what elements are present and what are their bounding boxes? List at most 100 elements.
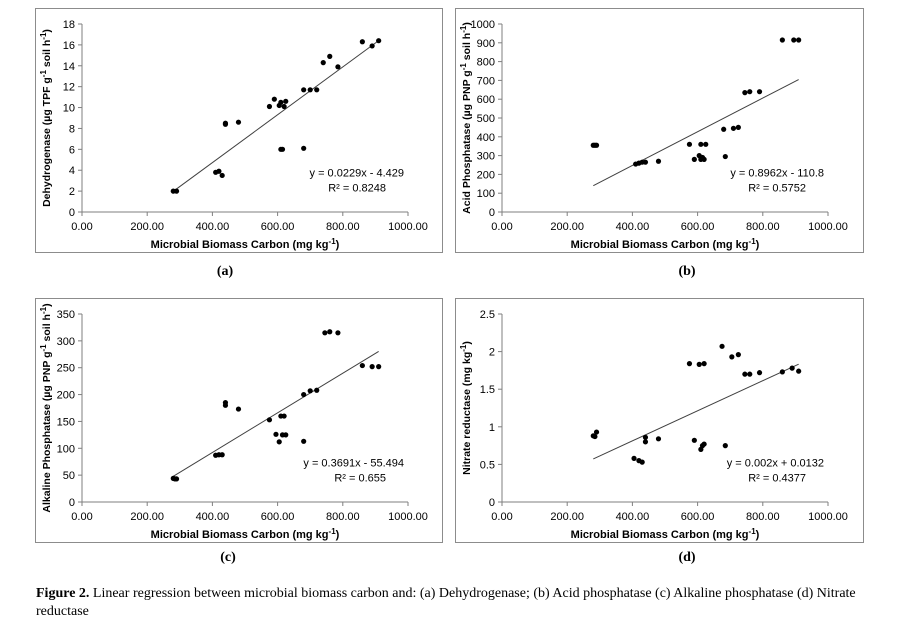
y-tick-label: 250 (57, 363, 75, 375)
data-point (283, 98, 289, 104)
data-point (747, 89, 753, 95)
data-point (359, 362, 365, 369)
data-point (701, 156, 707, 162)
y-tick-label: 1.5 (480, 384, 495, 396)
data-point (642, 439, 649, 445)
data-point (369, 43, 375, 49)
x-tick-label: 600.00 (681, 511, 715, 523)
data-point (322, 330, 328, 336)
data-point (722, 153, 728, 160)
trendline (173, 350, 379, 477)
trendline (593, 79, 799, 187)
y-tick-label: 700 (477, 75, 495, 87)
data-point (307, 388, 313, 394)
data-point (691, 437, 697, 443)
x-tick-label: 400.00 (616, 221, 650, 233)
x-tick-label: 600.00 (261, 511, 295, 523)
r-squared-label: R² = 0.655 (334, 472, 386, 484)
data-point (735, 124, 741, 130)
x-tick-label: 200.00 (550, 221, 584, 233)
data-point (593, 142, 600, 148)
data-point (729, 354, 735, 360)
x-tick-label: 200.00 (130, 511, 164, 523)
x-tick-label: 800.00 (746, 221, 780, 233)
data-point (686, 361, 693, 367)
data-point (281, 103, 287, 110)
y-tick-label: 16 (63, 40, 75, 52)
data-point (779, 369, 785, 375)
data-point (719, 343, 725, 349)
caption-text: Linear regression between microbial biom… (36, 586, 856, 619)
x-axis-title: Microbial Biomass Carbon (mg kg-1) (151, 527, 340, 542)
regression-equation: y = 0.3691x - 55.494 (303, 457, 404, 469)
data-point (219, 172, 225, 179)
data-point (216, 168, 222, 174)
data-point (639, 459, 645, 465)
y-tick-label: 18 (63, 19, 75, 31)
data-point (173, 476, 180, 482)
x-tick-label: 400.00 (616, 511, 650, 523)
y-tick-label: 0 (69, 207, 75, 219)
data-point (796, 37, 802, 43)
chart-c-svg: 0 50 100 150 200 250 300 350 0.00 200.00 400.00 600… (39, 303, 428, 542)
data-point (271, 96, 277, 102)
data-point (301, 438, 307, 444)
data-point (376, 364, 382, 370)
data-point (369, 364, 375, 370)
data-point (279, 146, 286, 152)
data-point (281, 413, 287, 419)
data-point (376, 38, 382, 44)
data-point (301, 87, 307, 93)
x-tick-label: 800.00 (326, 221, 360, 233)
x-tick-label: 1000.00 (808, 511, 848, 523)
y-tick-label: 400 (477, 132, 495, 144)
y-tick-label: 150 (57, 416, 75, 428)
y-tick-label: 1000 (471, 19, 495, 31)
x-tick-label: 0.00 (491, 221, 512, 233)
x-tick-label: 0.00 (71, 511, 92, 523)
x-tick-label: 800.00 (326, 511, 360, 523)
y-axis-title: Nitrate reductase (mg kg-1) (459, 341, 474, 475)
y-tick-label: 0.5 (480, 459, 495, 471)
panel-label-d: (d) (678, 550, 696, 565)
y-tick-label: 12 (63, 82, 75, 94)
x-axis-title: Microbial Biomass Carbon (mg kg-1) (571, 527, 760, 542)
data-point (320, 60, 326, 66)
y-tick-label: 200 (57, 390, 75, 402)
x-axis-title: Microbial Biomass Carbon (mg kg-1) (151, 237, 340, 252)
y-tick-label: 50 (63, 470, 75, 482)
y-tick-label: 900 (477, 38, 495, 50)
chart-panel-d: 0 0.5 1 1.5 2 2.5 0.00 200.00 400.00 600.00 800.00… (455, 298, 864, 543)
x-tick-label: 400.00 (196, 511, 230, 523)
y-tick-label: 0 (489, 497, 495, 509)
y-tick-label: 2 (489, 347, 495, 359)
data-point (327, 329, 333, 335)
y-tick-label: 600 (477, 94, 495, 106)
data-point (276, 439, 282, 445)
data-point (222, 400, 229, 406)
data-point (779, 37, 785, 43)
data-point (222, 121, 229, 127)
y-tick-label: 8 (69, 123, 75, 135)
data-point (642, 159, 649, 165)
x-tick-label: 0.00 (71, 221, 92, 233)
y-tick-label: 6 (69, 144, 75, 156)
data-point (742, 371, 748, 377)
data-point (742, 90, 748, 96)
trendline (593, 363, 799, 460)
chart-panel-b: 0 100 200 300 400 500 600 700 800 900 1000 0.00 200.… (455, 8, 864, 253)
r-squared-label: R² = 0.4377 (748, 472, 806, 484)
x-tick-label: 400.00 (196, 221, 230, 233)
chart-b-svg: 0 100 200 300 400 500 600 700 800 900 1000 0.00 200.… (459, 19, 848, 251)
data-point (703, 141, 709, 147)
data-point (631, 455, 637, 461)
data-point (301, 145, 307, 151)
r-squared-label: R² = 0.8248 (328, 182, 386, 194)
data-point (721, 126, 727, 132)
data-point (642, 434, 649, 440)
panel-label-a: (a) (216, 264, 234, 279)
trendline (172, 40, 379, 192)
x-tick-label: 200.00 (130, 221, 164, 233)
data-point (789, 365, 795, 371)
y-tick-label: 0 (489, 207, 495, 219)
